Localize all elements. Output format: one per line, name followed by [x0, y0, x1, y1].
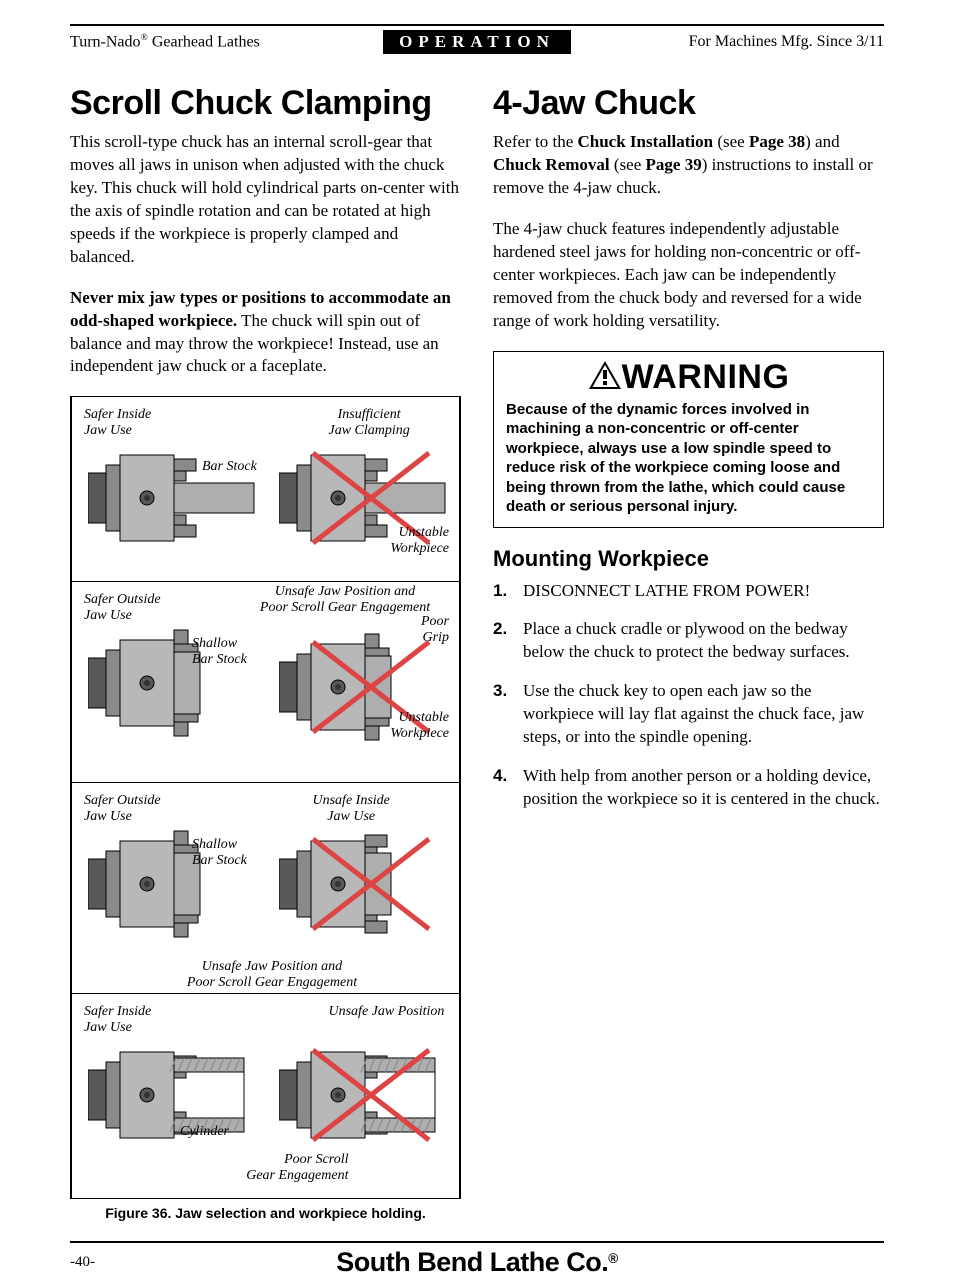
- header-left: Turn-Nado® Gearhead Lathes: [70, 32, 383, 51]
- diagram-label: Cylinder: [180, 1124, 229, 1140]
- diagram-label: UnstableWorkpiece: [390, 525, 449, 557]
- t: Page 38: [749, 132, 805, 151]
- chuck-diagram: [279, 443, 429, 533]
- scroll-chuck-p1: This scroll-type chuck has an internal s…: [70, 131, 461, 269]
- step-num: 1.: [493, 580, 523, 603]
- header-product: Turn-Nado: [70, 34, 141, 51]
- four-jaw-p1: Refer to the Chuck Installation (see Pag…: [493, 131, 884, 200]
- diagram-side: Unsafe Jaw PositionPoor ScrollGear Engag…: [269, 1004, 452, 1186]
- step-text: Use the chuck key to open each jaw so th…: [523, 680, 884, 749]
- t: ) and: [805, 132, 839, 151]
- step-num: 2.: [493, 618, 523, 664]
- step-num: 4.: [493, 765, 523, 811]
- diagram-label: Safer OutsideJaw Use: [84, 592, 161, 624]
- step-item: 4.With help from another person or a hol…: [493, 765, 884, 811]
- chuck-diagram: [88, 443, 238, 533]
- diagram-note: Unsafe Jaw Position andPoor Scroll Gear …: [142, 959, 402, 991]
- diagram-panel: Unsafe Jaw Position andPoor Scroll Gear …: [71, 582, 460, 783]
- t: Chuck Removal: [493, 155, 610, 174]
- step-item: 2.Place a chuck cradle or plywood on the…: [493, 618, 884, 664]
- diagram-label: ShallowBar Stock: [192, 636, 247, 668]
- mounting-title: Mounting Workpiece: [493, 546, 884, 572]
- diagram-label: Unsafe InsideJaw Use: [313, 793, 390, 825]
- scroll-chuck-p2: Never mix jaw types or positions to acco…: [70, 287, 461, 379]
- diagram-side: Safer OutsideJaw Use ShallowBar Stock: [80, 793, 263, 981]
- diagram-side: Unsafe InsideJaw Use: [269, 793, 452, 981]
- chuck-diagram: [279, 632, 429, 722]
- step-item: 3.Use the chuck key to open each jaw so …: [493, 680, 884, 749]
- right-column: 4-Jaw Chuck Refer to the Chuck Installat…: [493, 84, 884, 1221]
- step-text: Place a chuck cradle or plywood on the b…: [523, 618, 884, 664]
- diagram-label: ShallowBar Stock: [192, 837, 247, 869]
- t: (see: [713, 132, 749, 151]
- diagram-panel: Safer InsideJaw Use Cylinder Unsafe Jaw Po…: [71, 994, 460, 1198]
- t: Refer to the: [493, 132, 578, 151]
- diagram-label: Safer InsideJaw Use: [84, 407, 151, 439]
- diagram-side: PoorGripUnstableWorkpiece: [269, 592, 452, 770]
- warning-body: Because of the dynamic forces involved i…: [506, 400, 871, 517]
- diagram-side: InsufficientJaw Clamping UnstableWorkpiec…: [269, 407, 452, 569]
- page-footer: -40- South Bend Lathe Co.®: [70, 1247, 884, 1278]
- step-text: With help from another person or a holdi…: [523, 765, 884, 811]
- left-column: Scroll Chuck Clamping This scroll-type c…: [70, 84, 461, 1221]
- scroll-chuck-title: Scroll Chuck Clamping: [70, 84, 461, 123]
- diagram-label: Poor ScrollGear Engagement: [229, 1152, 349, 1184]
- header-product-suffix: Gearhead Lathes: [148, 34, 260, 51]
- four-jaw-p2: The 4-jaw chuck features independently a…: [493, 218, 884, 333]
- diagram-label: Safer InsideJaw Use: [84, 1004, 151, 1036]
- step-item: 1.DISCONNECT LATHE FROM POWER!: [493, 580, 884, 603]
- figure-36-caption: Figure 36. Jaw selection and workpiece h…: [70, 1205, 461, 1221]
- chuck-diagram: [88, 1040, 238, 1130]
- t: (see: [610, 155, 646, 174]
- t: Chuck Installation: [578, 132, 714, 151]
- header-right: For Machines Mfg. Since 3/11: [571, 33, 884, 51]
- diagram-panel: Safer InsideJaw Use Bar Stock Insufficient…: [71, 397, 460, 582]
- figure-36: Safer InsideJaw Use Bar Stock Insufficient…: [70, 396, 461, 1199]
- diagram-label: InsufficientJaw Clamping: [329, 407, 410, 439]
- header-section: OPERATION: [383, 30, 571, 54]
- diagram-label: Safer OutsideJaw Use: [84, 793, 161, 825]
- registered-mark: ®: [141, 32, 148, 43]
- brand-reg: ®: [608, 1251, 617, 1266]
- t: Page 39: [646, 155, 702, 174]
- warning-icon: [588, 360, 622, 396]
- top-rule: [70, 24, 884, 26]
- diagram-label: Bar Stock: [202, 459, 257, 475]
- diagram-label: Unsafe Jaw Position: [329, 1004, 445, 1020]
- chuck-diagram: [279, 829, 429, 919]
- brand-text: South Bend Lathe Co.: [336, 1247, 608, 1277]
- page-header: Turn-Nado® Gearhead Lathes OPERATION For…: [70, 30, 884, 54]
- warning-box: WARNING Because of the dynamic forces in…: [493, 351, 884, 528]
- diagram-side: Safer OutsideJaw Use ShallowBar Stock: [80, 592, 263, 770]
- warning-title: WARNING: [506, 360, 871, 396]
- mounting-steps: 1.DISCONNECT LATHE FROM POWER!2.Place a …: [493, 580, 884, 812]
- diagram-label: UnstableWorkpiece: [390, 710, 449, 742]
- diagram-side: Safer InsideJaw Use Bar Stock: [80, 407, 263, 569]
- footer-rule: [70, 1241, 884, 1243]
- page-number: -40-: [70, 1254, 130, 1271]
- warning-word: WARNING: [622, 358, 790, 396]
- chuck-diagram: [279, 1040, 429, 1130]
- step-num: 3.: [493, 680, 523, 749]
- four-jaw-title: 4-Jaw Chuck: [493, 84, 884, 123]
- diagram-panel: Safer OutsideJaw Use ShallowBar Stock Unsa…: [71, 783, 460, 994]
- step-text: DISCONNECT LATHE FROM POWER!: [523, 580, 810, 603]
- footer-brand: South Bend Lathe Co.®: [130, 1247, 824, 1278]
